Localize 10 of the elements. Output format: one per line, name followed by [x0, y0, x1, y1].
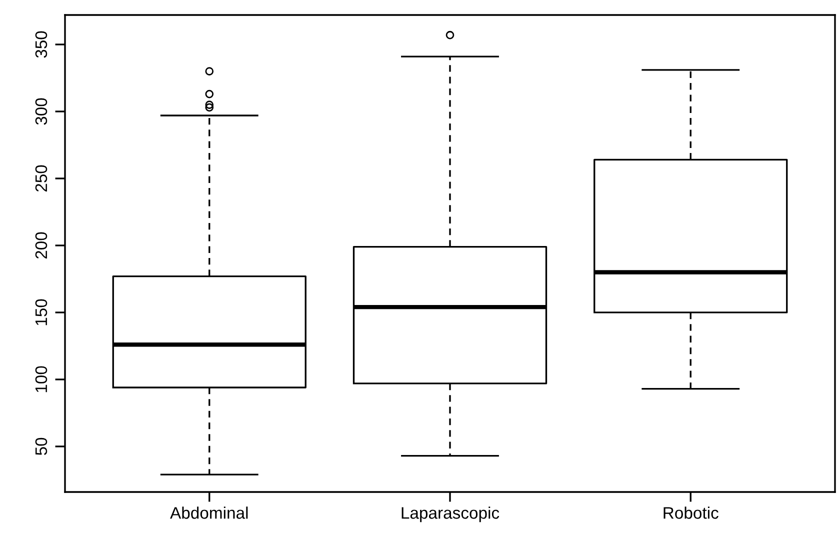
x-tick-label: Robotic: [664, 506, 718, 519]
y-tick-label: 200: [35, 232, 48, 259]
y-tick-label: 300: [35, 98, 48, 125]
y-tick-label: 50: [35, 438, 48, 456]
y-tick-label: 150: [35, 299, 48, 326]
y-tick-label: 250: [35, 165, 48, 192]
x-tick-label: Abdominal: [170, 506, 248, 519]
y-tick-label: 100: [35, 366, 48, 392]
x-tick-label: Laparascopic: [402, 506, 500, 522]
y-tick-label: 350: [35, 31, 48, 58]
